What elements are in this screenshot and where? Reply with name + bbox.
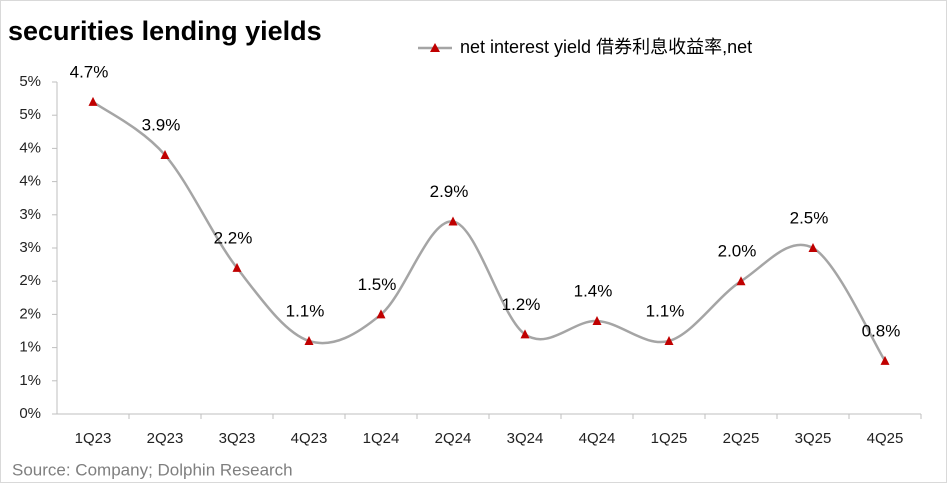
x-tick-label: 1Q23 — [75, 430, 112, 447]
y-tick-label: 5% — [19, 73, 41, 90]
x-tick-label: 2Q23 — [147, 430, 184, 447]
x-tick-label: 3Q24 — [507, 430, 544, 447]
y-tick-label: 1% — [19, 339, 41, 356]
data-label: 2.2% — [214, 228, 253, 247]
y-tick-label: 0% — [19, 405, 41, 422]
x-tick-label: 4Q25 — [867, 430, 904, 447]
y-tick-label: 4% — [19, 173, 41, 190]
point-marker — [376, 309, 386, 319]
data-label: 1.1% — [646, 301, 685, 320]
data-label: 0.8% — [862, 321, 901, 340]
point-marker — [736, 276, 746, 286]
point-marker — [304, 335, 314, 345]
data-label: 4.7% — [70, 62, 109, 81]
data-label: 2.5% — [790, 208, 829, 227]
y-tick-label: 3% — [19, 239, 41, 256]
data-label: 1.2% — [502, 295, 541, 314]
x-tick-label: 1Q25 — [651, 430, 688, 447]
x-tick-label: 2Q25 — [723, 430, 760, 447]
x-tick-label: 2Q24 — [435, 430, 472, 447]
point-marker — [160, 150, 170, 160]
point-marker — [880, 355, 890, 365]
chart-title: securities lending yields — [8, 16, 322, 46]
data-label: 2.9% — [430, 182, 469, 201]
legend-label: net interest yield 借券利息收益率,net — [460, 37, 752, 57]
y-tick-label: 5% — [19, 106, 41, 123]
point-marker — [88, 96, 98, 106]
data-label: 1.5% — [358, 275, 397, 294]
x-tick-label: 4Q23 — [291, 430, 328, 447]
legend-marker — [430, 43, 440, 52]
point-marker — [448, 216, 458, 226]
point-marker — [520, 329, 530, 339]
point-marker — [232, 262, 242, 272]
point-marker — [808, 243, 818, 252]
data-label: 1.1% — [286, 301, 325, 320]
source-note: Source: Company; Dolphin Research — [12, 460, 293, 479]
data-label: 3.9% — [142, 116, 181, 135]
y-tick-label: 2% — [19, 305, 41, 322]
data-label: 2.0% — [718, 242, 757, 261]
y-tick-label: 2% — [19, 272, 41, 289]
x-tick-label: 3Q23 — [219, 430, 256, 447]
data-label: 1.4% — [574, 282, 613, 301]
series-line — [92, 100, 887, 362]
y-tick-label: 3% — [19, 206, 41, 223]
x-tick-label: 1Q24 — [363, 430, 400, 447]
point-marker — [592, 316, 602, 326]
point-marker — [664, 335, 674, 345]
y-tick-label: 4% — [19, 139, 41, 156]
x-tick-label: 3Q25 — [795, 430, 832, 447]
y-tick-label: 1% — [19, 372, 41, 389]
x-tick-label: 4Q24 — [579, 430, 616, 447]
